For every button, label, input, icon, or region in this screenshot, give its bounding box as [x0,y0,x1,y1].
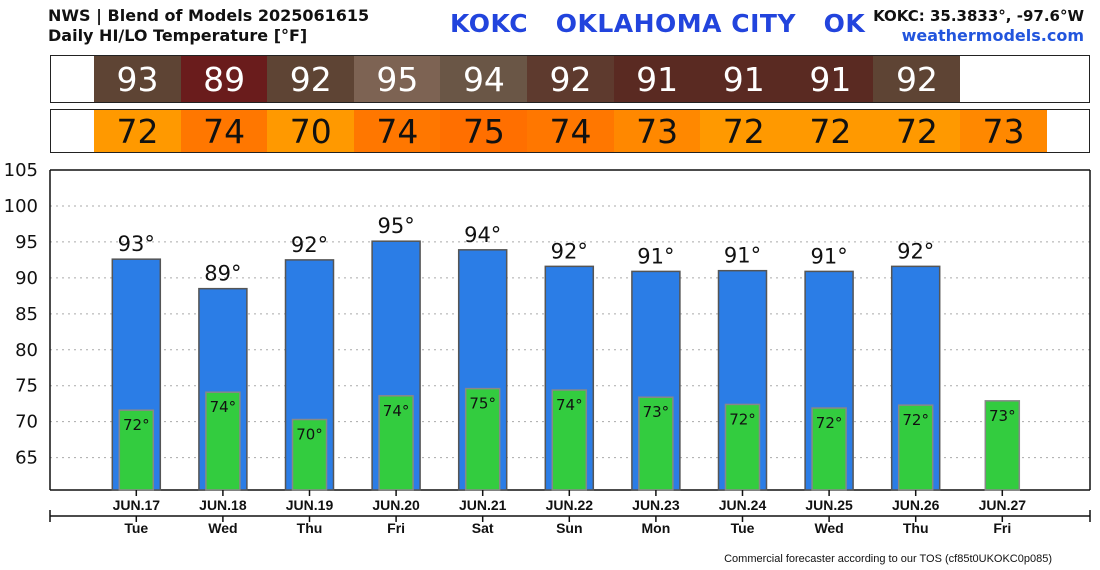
hi-cell: 91 [700,56,788,102]
high-bar-label: 95° [377,214,414,238]
low-bar-label: 72° [729,410,756,428]
day-label: Thu [903,520,929,536]
day-label: Sat [472,520,494,536]
x-tick-label: JUN.17 [113,497,161,513]
lo-cell: 74 [180,110,268,152]
station-coordinates: KOKC: 35.3833°, -97.6°W [873,7,1084,25]
y-tick-label: 70 [15,412,38,433]
low-bar-label: 73° [643,403,670,421]
low-bar-label: 73° [989,407,1016,425]
hi-cell: 92 [873,56,961,102]
x-tick-label: JUN.18 [199,497,247,513]
x-tick-label: JUN.19 [286,497,334,513]
high-bar-label: 91° [724,244,761,268]
y-tick-label: 65 [15,448,38,469]
hi-cell: 92 [267,56,355,102]
hi-cell: 91 [613,56,701,102]
day-label: Fri [993,520,1011,536]
high-bar-label: 91° [637,244,674,268]
x-tick-label: JUN.23 [632,497,680,513]
lo-cell: 72 [700,110,788,152]
low-bar-label: 74° [383,402,410,420]
x-tick-label: JUN.20 [372,497,420,513]
lo-cell: 72 [94,110,182,152]
day-label: Thu [297,520,323,536]
x-tick-label: JUN.21 [459,497,507,513]
day-label: Wed [814,520,843,536]
header-right: KOKC: 35.3833°, -97.6°W weathermodels.co… [873,6,1084,46]
chart-title: Daily HI/LO Temperature [°F] [48,26,308,45]
site-link[interactable]: weathermodels.com [901,26,1084,45]
station-title: KOKC OKLAHOMA CITY OK [450,9,866,38]
hi-cell: 89 [180,56,268,102]
high-bar-label: 89° [204,262,241,286]
day-label: Fri [387,520,405,536]
temperature-chart: 105 100 95 90 85 80 75 70 65 93° 72° JUN.17 Tue 89° 74… [4,160,1091,536]
high-bar-label: 94° [464,223,501,247]
y-tick-label: 105 [4,160,38,181]
low-bar [984,400,1021,491]
low-bar [897,404,934,491]
low-bar [724,403,761,491]
low-bar-label: 74° [556,396,583,414]
day-label: Wed [208,520,237,536]
low-bar [118,409,155,491]
footer-note: Commercial forecaster according to our T… [724,553,1052,565]
hi-cell: 95 [353,56,441,102]
low-bar-label: 74° [210,398,237,416]
high-temperature-strip: 93 89 92 95 94 92 91 91 91 92 [50,55,1090,103]
day-label: Sun [556,520,582,536]
high-bar-label: 92° [551,239,588,263]
lo-cell: 74 [527,110,615,152]
x-tick-label: JUN.26 [892,497,940,513]
high-bar-label: 93° [118,232,155,256]
hi-cell: 91 [786,56,874,102]
low-bar-label: 72° [816,414,843,432]
y-tick-label: 85 [15,304,38,325]
lo-cell: 73 [960,110,1048,152]
lo-cell: 75 [440,110,528,152]
high-bar-label: 92° [291,233,328,257]
low-bar-label: 70° [296,426,323,444]
high-bar-label: 91° [810,244,847,268]
lo-cell: 72 [873,110,961,152]
low-bar-label: 72° [123,416,150,434]
low-bar [811,407,847,491]
lo-cell: 74 [353,110,441,152]
lo-cell: 70 [267,110,355,152]
x-tick-label: JUN.25 [805,497,853,513]
low-temperature-strip: 72 74 70 74 75 74 73 72 72 72 73 [50,109,1090,153]
y-tick-label: 75 [15,376,38,397]
hi-cell: 94 [440,56,528,102]
low-bar [291,418,328,491]
lo-cell: 73 [613,110,701,152]
y-tick-label: 90 [15,268,38,289]
lo-cell: 72 [786,110,874,152]
y-tick-label: 95 [15,232,38,253]
low-bar [464,387,501,491]
x-tick-label: JUN.22 [546,497,594,513]
day-label: Tue [124,520,148,536]
high-bar-label: 92° [897,239,934,263]
low-bar [638,396,674,491]
low-bar-label: 72° [902,411,929,429]
y-tick-label: 100 [4,196,38,217]
low-bar-label: 75° [469,395,496,413]
hi-cell: 93 [94,56,182,102]
x-tick-label: JUN.27 [979,497,1027,513]
day-label: Tue [731,520,755,536]
low-bar [551,389,588,491]
model-title: NWS | Blend of Models 2025061615 [48,6,370,25]
hi-cell: 92 [527,56,615,102]
y-tick-label: 80 [15,340,38,361]
header-left: NWS | Blend of Models 2025061615 Daily H… [48,6,369,46]
low-bar [378,395,414,491]
x-tick-label: JUN.24 [719,497,767,513]
day-label: Mon [642,520,671,536]
